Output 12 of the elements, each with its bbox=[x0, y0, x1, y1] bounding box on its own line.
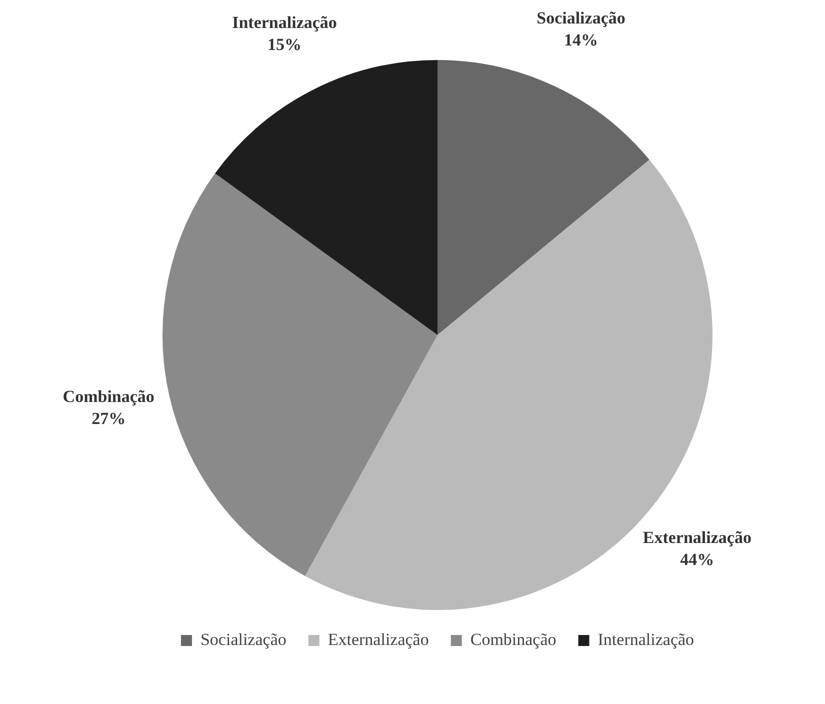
slice-label: Combinação bbox=[62, 386, 154, 406]
data-label: 15% bbox=[268, 35, 302, 54]
slice-label: Externalização bbox=[642, 528, 752, 548]
legend-label: Combinação bbox=[470, 630, 556, 649]
slice-label: Socialização bbox=[536, 8, 626, 28]
legend-label: Externalização bbox=[328, 630, 429, 649]
slice-label: Internalização bbox=[232, 13, 337, 32]
data-label: 14% bbox=[564, 30, 598, 50]
data-label: 27% bbox=[92, 408, 126, 428]
legend-label: Socialização bbox=[200, 630, 286, 649]
legend-label: Internalização bbox=[598, 630, 694, 649]
data-label: 44% bbox=[680, 550, 714, 570]
